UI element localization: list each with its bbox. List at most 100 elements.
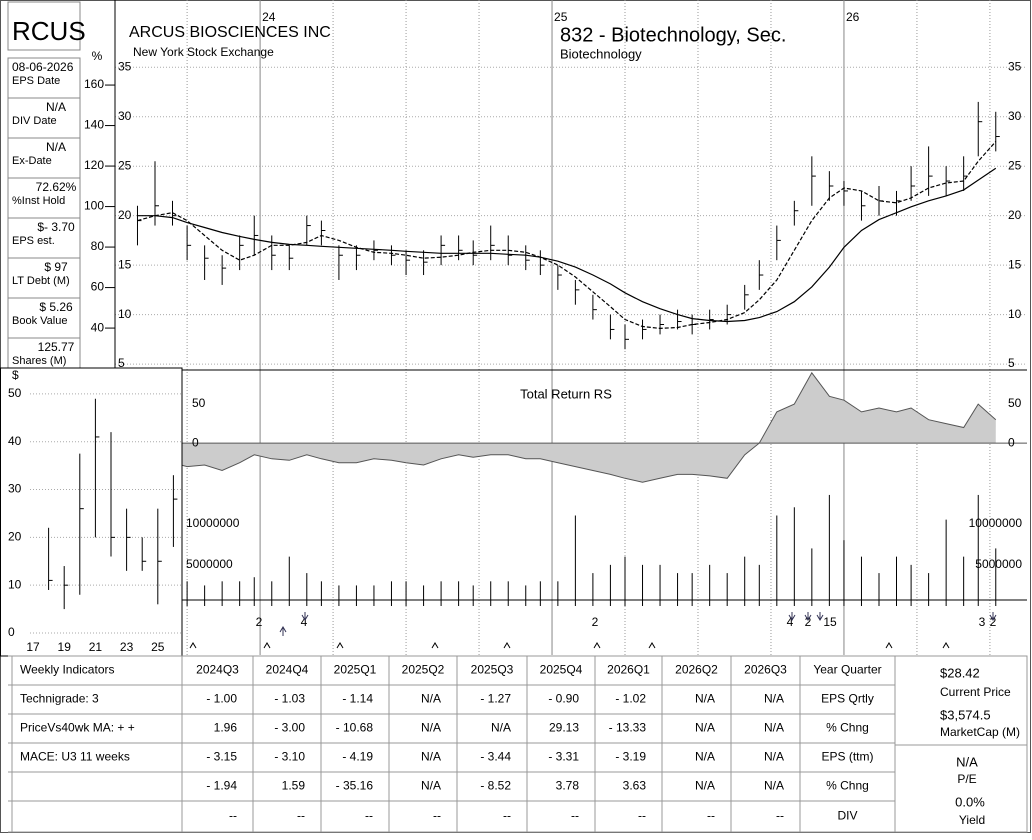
table-value: - 8.52 [480,779,511,793]
table-header: 2024Q3 [196,663,239,677]
event-count: 2 [990,615,997,629]
inset-x-label: 25 [151,640,165,654]
inset-x-label: 23 [120,640,134,654]
row-metric: % Chng [826,721,869,735]
table-value: - 3.44 [480,750,511,764]
summary-box [894,655,1028,833]
rs-tick-label-right: 50 [1008,396,1022,410]
table-value: N/A [421,750,441,764]
row-label: PriceVs40wk MA: + + [20,721,135,735]
sidebar-label: %Inst Hold [12,195,65,207]
table-value: -- [503,809,511,823]
sidebar-label: EPS Date [12,75,60,87]
price-tick-label-right: 5 [1008,356,1015,370]
caret [885,642,893,649]
table-value: - 13.33 [609,721,647,735]
table-value: - 0.90 [548,692,579,706]
table-header: 2025Q1 [334,663,377,677]
pe: N/A [956,754,978,769]
sidebar-value: $- 3.70 [37,220,75,234]
inset-tick-label: 40 [8,434,22,448]
industry: Biotechnology [560,46,642,61]
inset-x-label: 17 [26,640,40,654]
price-tick-label-left: 5 [118,356,125,370]
table-value: - 1.02 [615,692,646,706]
event-arrow-down [989,612,997,621]
table-value: N/A [695,779,715,793]
sidebar-value: N/A [46,100,66,114]
rs-line [137,371,997,483]
table-value: -- [571,809,579,823]
volume-tick-label: 5000000 [186,557,233,571]
event-arrow-down [788,612,796,621]
inset-tick-label: 20 [8,530,22,544]
volume-tick-label-right: 10000000 [969,516,1023,530]
market-cap: $3,574.5 [940,707,991,722]
sidebar-label: Ex-Date [12,155,52,167]
exchange: New York Stock Exchange [133,45,274,59]
table-value: 3.63 [623,779,647,793]
moving-average [137,141,997,330]
table-value: 29.13 [549,721,579,735]
table-value: - 1.14 [342,692,373,706]
table-value: N/A [764,750,784,764]
event-count: 2 [805,615,812,629]
yield-label: Yield [959,813,985,827]
year-label: 25 [554,10,568,24]
current-price: $28.42 [940,665,980,680]
caret [336,642,344,649]
ticker: RCUS [12,16,86,46]
caret [431,642,439,649]
sidebar-value: 08-06-2026 [12,60,74,74]
pct-tick-label: 80 [91,239,105,253]
table-value: N/A [421,779,441,793]
sidebar-value: N/A [46,140,66,154]
table-value: -- [365,809,373,823]
table-value: N/A [764,721,784,735]
row-metric: % Chng [826,779,869,793]
row-metric: DIV [837,809,857,823]
price-tick-label-left: 10 [118,307,132,321]
pct-tick-label: 100 [84,199,104,213]
sidebar-label: EPS est. [12,235,55,247]
pct-tick-label: 120 [84,158,104,172]
caret [503,642,511,649]
table-value: - 35.16 [336,779,374,793]
price-tick-label-left: 15 [118,257,132,271]
price-tick-label-right: 30 [1008,109,1022,123]
rs-area [137,372,996,483]
table-header: 2024Q4 [266,663,309,677]
table-value: -- [297,809,305,823]
event-arrow-up [279,626,287,636]
event-count: 2 [256,615,263,629]
table-value: -- [229,809,237,823]
table-value: N/A [695,750,715,764]
table-value: 3.78 [556,779,580,793]
table-value: - 3.19 [615,750,646,764]
table-header: 2025Q3 [471,663,514,677]
table-header: 2026Q2 [675,663,718,677]
table-header: 2026Q3 [744,663,787,677]
table-value: N/A [491,721,511,735]
rs-title: Total Return RS [520,386,612,401]
row-label: Technigrade: 3 [20,692,99,706]
sidebar-label: DIV Date [12,115,57,127]
inset-x-label: 21 [89,640,103,654]
rs-tick-label-right: 0 [1008,435,1015,449]
table-value: - 1.00 [206,692,237,706]
sidebar-label: LT Debt (M) [12,275,70,287]
table-header: 2025Q2 [402,663,445,677]
table-value: N/A [764,692,784,706]
pct-tick-label: 60 [91,280,105,294]
event-count: 3 [979,615,986,629]
caret [189,642,197,649]
table-header: 2026Q1 [607,663,650,677]
table-value: - 1.27 [480,692,511,706]
table-value: N/A [695,721,715,735]
table-value: - 3.31 [548,750,579,764]
sidebar-label: Book Value [12,315,67,327]
sidebar-value: 125.77 [38,340,75,354]
inset-unit: $ [12,368,19,382]
inset-tick-label: 30 [8,482,22,496]
